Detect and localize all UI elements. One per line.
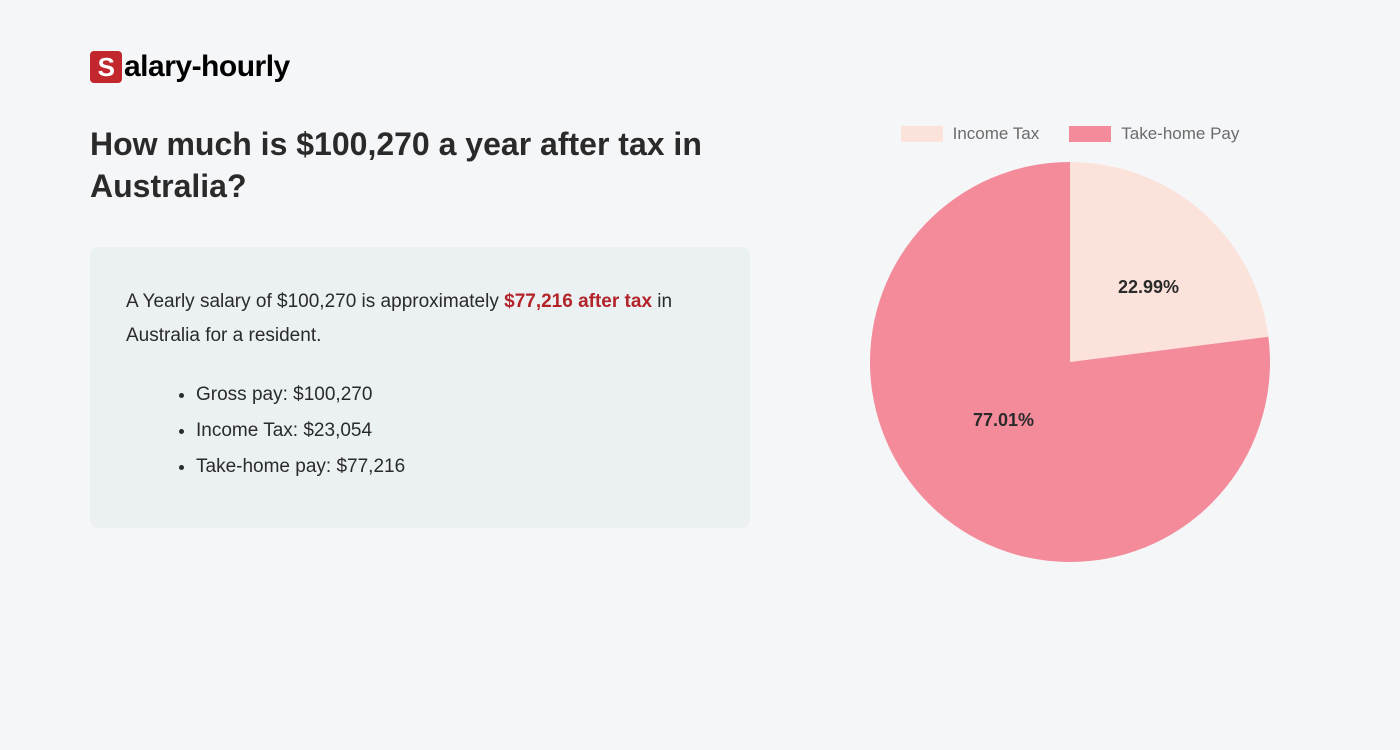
- page-title: How much is $100,270 a year after tax in…: [90, 124, 750, 207]
- legend-item-income-tax: Income Tax: [901, 124, 1040, 144]
- legend-swatch: [1069, 126, 1111, 142]
- pie-label-take-home: 77.01%: [973, 410, 1034, 431]
- left-column: How much is $100,270 a year after tax in…: [90, 124, 750, 562]
- legend-label: Take-home Pay: [1121, 124, 1239, 144]
- content-area: How much is $100,270 a year after tax in…: [90, 124, 1310, 562]
- legend-item-take-home: Take-home Pay: [1069, 124, 1239, 144]
- summary-text: A Yearly salary of $100,270 is approxima…: [126, 285, 714, 353]
- list-item: Gross pay: $100,270: [196, 378, 714, 412]
- pie-chart: 22.99% 77.01%: [870, 162, 1270, 562]
- summary-prefix: A Yearly salary of $100,270 is approxima…: [126, 291, 504, 312]
- right-column: Income Tax Take-home Pay 22.99% 77.01%: [830, 124, 1310, 562]
- legend-label: Income Tax: [953, 124, 1040, 144]
- summary-highlight: $77,216 after tax: [504, 291, 652, 312]
- list-item: Take-home pay: $77,216: [196, 450, 714, 484]
- logo: Salary-hourly: [90, 50, 1310, 84]
- pie-label-income-tax: 22.99%: [1118, 277, 1179, 298]
- logo-s-box: S: [90, 51, 122, 83]
- chart-legend: Income Tax Take-home Pay: [830, 124, 1310, 144]
- pie-svg: [870, 162, 1270, 562]
- list-item: Income Tax: $23,054: [196, 414, 714, 448]
- legend-swatch: [901, 126, 943, 142]
- summary-box: A Yearly salary of $100,270 is approxima…: [90, 247, 750, 528]
- breakdown-list: Gross pay: $100,270 Income Tax: $23,054 …: [126, 378, 714, 485]
- logo-text: alary-hourly: [124, 50, 290, 84]
